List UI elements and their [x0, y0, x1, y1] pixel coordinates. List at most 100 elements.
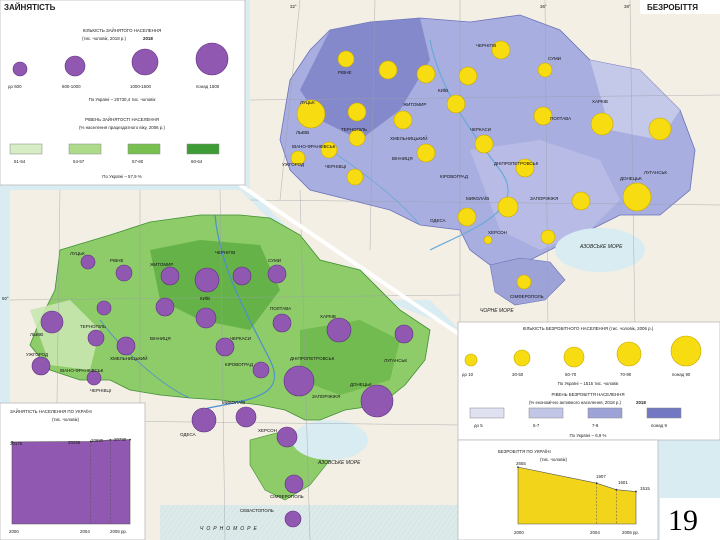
city-label-ternopil-east: ТЕРНОПІЛЬ [341, 127, 367, 132]
meridian-labels-east: 32° 36° 38° [290, 4, 631, 9]
emp-circle-11 [155, 297, 175, 317]
unemp-class-label-1: до 10 [462, 372, 474, 377]
emp-circle-23 [235, 406, 257, 428]
meridian-label-38: 38° [624, 4, 631, 9]
city-label-mykolaiv-west: МИКОЛАЇВ [222, 399, 245, 405]
city-label-kharkiv-west: ХАРКІВ [320, 314, 336, 319]
emp-swatch-1 [9, 143, 43, 155]
city-label-chernivtsi-west: ЧЕРНІВЦІ [90, 388, 111, 393]
city-label-dnipro-west: ДНІПРОПЕТРОВСЬК [290, 356, 335, 361]
unemp-circle-2 [378, 60, 398, 80]
unemp-circle-23 [571, 191, 591, 211]
unemp-swatch-label-4: понад 9 [651, 423, 667, 428]
unemp-circle-8 [347, 102, 367, 122]
emp-scale-circle-3 [131, 48, 159, 76]
city-label-kharkiv-east: ХАРКІВ [592, 99, 608, 104]
unemp-chart-point-4 [635, 490, 637, 493]
page-number-box [660, 498, 720, 540]
unemp-swatch-label-1: до 5 [474, 423, 483, 428]
emp-swatch-4 [186, 143, 220, 155]
city-label-luhansk-west: ЛУГАНСЬК [384, 358, 407, 363]
unemp-level-year-overlay: 2018 [636, 400, 646, 405]
emp-circle-21 [360, 384, 394, 418]
city-label-if-west: ІВАНО-ФРАНКІВСЬК [60, 368, 104, 373]
unemp-swatch-label-2: 5-7 [533, 423, 540, 428]
unemp-circle-25 [540, 229, 556, 245]
unemp-chart-value-4: 1515 [640, 486, 650, 491]
emp-circle-2 [115, 264, 133, 282]
city-label-lutsk-west: ЛУЦЬК [70, 251, 85, 256]
city-labels-east: ЧЕРНІГІВ СУМИ КИЇВ РІВНЕ ЛУЦЬК ЖИТОМИР Х… [282, 43, 667, 299]
city-label-lviv-east: ЛЬВІВ [296, 130, 309, 135]
unemp-chart-value-2: 1907 [596, 474, 606, 479]
dnipro-river-east [429, 39, 509, 251]
black-sea-label-east: ЧОРНЕ МОРЕ [480, 308, 514, 314]
unemp-class-label-2: 30-50 [512, 372, 524, 377]
azov-sea-label-west: АЗОВСЬКЕ МОРЕ [317, 460, 361, 466]
emp-chart-value-1: 20175 [10, 441, 23, 446]
unemp-circle-7 [296, 99, 326, 129]
emp-circle-4 [194, 267, 220, 293]
city-label-if-east: ІВАНО-ФРАНКІВСЬК [292, 144, 336, 149]
emp-class-label-2: 600-1000 [62, 84, 81, 89]
emp-circle-5 [232, 266, 252, 286]
city-label-zhytomyr-east: ЖИТОМИР [403, 102, 426, 107]
city-label-odesa-east: ОДЕСА [430, 218, 446, 223]
city-label-kyiv-east: КИЇВ [438, 87, 448, 93]
employment-circles [31, 254, 414, 528]
azov-sea-west [292, 420, 368, 460]
emp-chart-point-2 [89, 440, 92, 443]
city-label-khmelnytskyi-west: ХМЕЛЬНИЦЬКИЙ [110, 354, 148, 361]
azov-sea-label-east: АЗОВСЬКЕ МОРЕ [579, 244, 623, 250]
city-label-vinnytsia-east: ВІННИЦЯ [392, 156, 413, 161]
unemp-circle-26 [516, 274, 532, 290]
unemp-scale-circle-3 [563, 346, 585, 368]
city-label-rivne-east: РІВНЕ [338, 70, 352, 75]
city-label-lviv-west: ЛЬВІВ [30, 332, 43, 337]
emp-chart-value-3: 20680 [91, 438, 104, 443]
unemp-chart-point-3 [615, 488, 618, 491]
city-label-sevastopol-west: СЕВАСТОПОЛЬ [240, 508, 274, 513]
emp-circle-6 [267, 264, 287, 284]
city-label-simferopol-west: СІМФЕРОПОЛЬ [270, 494, 304, 499]
emp-circle-9 [87, 329, 105, 347]
city-label-poltava-west: ПОЛТАВА [270, 306, 291, 311]
unemp-circle-20 [515, 158, 535, 178]
unemp-circles-title: КІЛЬКІСТЬ БЕЗРОБІТНОГО НАСЕЛЕННЯ (тис. ч… [523, 326, 654, 331]
emp-circle-19 [252, 361, 270, 379]
unemployment-title-box [640, 0, 720, 14]
river-east-2 [329, 149, 421, 226]
city-label-kirovohrad-east: КІРОВОГРАД [440, 174, 468, 179]
city-label-chernihiv-east: ЧЕРНІГІВ [476, 43, 496, 48]
map-divider [238, 183, 462, 337]
emp-swatch-label-3: 57-60 [132, 159, 144, 164]
emp-swatch-label-1: 51-54 [14, 159, 26, 164]
emp-scale-circle-1 [12, 61, 28, 77]
unemp-circle-19 [346, 168, 364, 186]
unemp-circle-21 [622, 182, 652, 212]
employment-title: ЗАЙНЯТІСТЬ [4, 3, 56, 12]
emp-chart-xtick-2: 2004 [80, 529, 90, 534]
unemp-scale-circle-5 [670, 335, 702, 367]
emp-circle-15 [394, 324, 414, 344]
emp-circle-18 [215, 337, 235, 357]
city-label-cherkasy-east: ЧЕРКАСИ [470, 127, 491, 132]
city-label-kherson-west: ХЕРСОН [258, 428, 277, 433]
unemp-circle-18 [474, 134, 494, 154]
city-label-rivne-west: РІВНЕ [110, 258, 124, 263]
unemp-circle-14 [290, 150, 306, 166]
city-label-donetsk-west: ДОНЕЦЬК [350, 382, 372, 387]
unemp-scale-circle-2 [513, 349, 531, 367]
emp-level-title: РІВЕНЬ ЗАЙНЯТОСТІ НАСЕЛЕННЯ [85, 117, 159, 122]
unemp-level-title: РІВЕНЬ БЕЗРОБІТТЯ НАСЕЛЕННЯ [551, 392, 624, 397]
emp-circle-17 [86, 370, 102, 386]
unemp-chart-point-2 [595, 482, 598, 485]
unemp-circle-15 [320, 141, 338, 159]
region-mid-unemployment-south [470, 140, 620, 250]
employment-circle-scale [12, 42, 229, 77]
city-label-mykolaiv-east: МИКОЛАЇВ [466, 195, 489, 201]
employment-circles-subtitle: (тис. чоловік, 2018 р.) [82, 36, 127, 41]
emp-swatch-label-4: 60-64 [191, 159, 203, 164]
unemp-chart-value-3: 1601 [618, 480, 628, 485]
unemp-circle-13 [648, 117, 672, 141]
